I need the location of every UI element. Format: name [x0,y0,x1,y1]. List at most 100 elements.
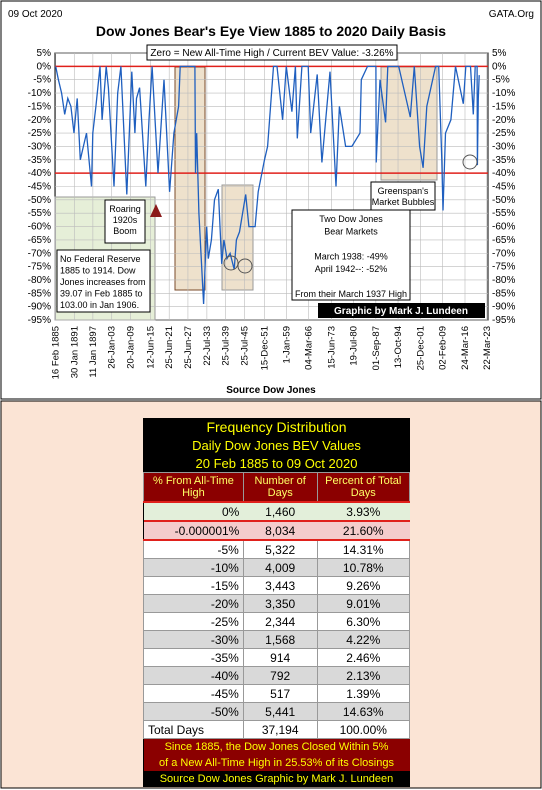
subtitle-box [146,44,398,61]
y-tick-label: 5% [37,48,52,59]
cell: 517 [242,684,318,703]
x-tick-label: 16 Feb 1885 [51,326,62,379]
cell: -35% [143,648,244,667]
annotation-box [291,209,411,301]
data-row: 0% 1,460 3.93% [143,501,410,522]
annotation-text: Boom [113,226,137,236]
title-row: Frequency Distribution [143,418,410,436]
marker-circle [237,258,253,274]
data-row: -15% 3,443 9.26% [143,576,411,595]
cell: Percent of Total Days [316,472,411,503]
annotation-text: 39.07 in Feb 1885 to [60,289,143,299]
title-row: 20 Feb 1885 to 09 Oct 2020 [143,454,410,473]
y-tick-label: -25% [28,128,51,139]
annotation-text: April 1942--: -52% [315,264,388,274]
y-tick-label-right: -80% [492,275,515,286]
cell: 4.22% [316,630,411,649]
x-tick-label: 02-Feb-09 [438,326,449,370]
cell: 792 [242,666,318,685]
annotation-box [56,249,151,313]
cell: 3,443 [242,576,318,595]
y-tick-label-right: -70% [492,248,515,259]
y-tick-label: -45% [28,182,51,193]
y-tick-label: -15% [28,101,51,112]
x-tick-label: 15-Jun-73 [326,326,337,369]
x-tick-label: 12-Jun-15 [145,326,156,369]
y-tick-label-right: -15% [492,101,515,112]
x-tick-label: 1-Jan-59 [281,326,292,364]
annotation-text: Greenspan's [378,186,429,196]
cell: 9.26% [316,576,411,595]
cell: -20% [143,594,244,613]
subtitle: Zero = New All-Time High / Current BEV V… [150,48,393,59]
cell: -10% [143,558,244,577]
marker-circle [462,154,478,170]
x-tick-label: 01-Sep-87 [371,326,382,370]
y-tick-label-right: -85% [492,288,515,299]
data-row: -20% 3,350 9.01% [143,594,411,613]
cell: 14.63% [316,702,411,721]
cell: 5,322 [242,539,318,559]
annotation-text: Bear Markets [324,227,378,237]
y-tick-label-right: -40% [492,168,515,179]
annotation-text: Two Dow Jones [319,214,383,224]
cell: 3,350 [242,594,318,613]
x-tick-label: 25-Jul-39 [221,326,232,366]
annotation-box [370,181,436,211]
annotation-text: No Federal Reserve [60,254,141,264]
cell: 37,194 [242,720,318,739]
cell: Frequency Distribution [143,418,410,436]
cell: -45% [143,684,244,703]
cell: Since 1885, the Dow Jones Closed Within … [143,738,410,755]
data-row: -10% 4,009 10.78% [143,558,411,577]
x-tick-label: 25-Jun-21 [164,326,175,369]
total-row: Total Days 37,194 100.00% [143,720,411,739]
x-tick-label: 25-Jun-27 [183,326,194,369]
line [55,65,480,305]
y-tick-label-right: 0% [492,61,507,72]
y-tick-label-right: -95% [492,315,515,326]
table: Frequency Distribution Daily Dow Jones BE… [143,418,411,787]
cell: 10.78% [316,558,411,577]
x-tick-label: 19-Jul-80 [349,326,360,366]
cell: 3.93% [317,501,410,522]
note-row: Since 1885, the Dow Jones Closed Within … [143,738,410,755]
data-row: -35% 914 2.46% [143,648,411,667]
cell: 21.60% [317,520,410,541]
annotation-text: Roaring [109,204,141,214]
data-row: -0.000001% 8,034 21.60% [143,520,410,541]
x-tick-label: 24-Mar-16 [460,326,471,370]
note-row: Source Dow Jones Graphic by Mark J. Lund… [143,771,410,787]
annotation-text: From their March 1937 High [295,289,407,299]
cell: -15% [143,576,244,595]
data-row: -45% 517 1.39% [143,684,411,703]
cell: 1.39% [316,684,411,703]
x-tick-label: 25-Dec-01 [416,326,427,370]
cell: 9.01% [316,594,411,613]
x-tick-label: 30 Jan 1891 [69,326,80,378]
cell: -40% [143,666,244,685]
x-tick-label: 22-Mar-23 [482,326,493,370]
y-tick-label: -75% [28,262,51,273]
y-tick-label-right: -30% [492,141,515,152]
cell: Total Days [143,720,244,739]
y-tick-label: -35% [28,155,51,166]
y-tick-label-right: -55% [492,208,515,219]
y-tick-label-right: 5% [492,48,507,59]
y-tick-label: -50% [28,195,51,206]
cell: 914 [242,648,318,667]
cell: 0% [143,501,244,522]
y-tick-label: -95% [28,315,51,326]
source: GATA.Org [489,9,534,20]
marker-circle [223,255,239,271]
chart-title: Dow Jones Bear's Eye View 1885 to 2020 D… [96,23,446,39]
cell: % From All-Time High [143,472,244,503]
cell: Number of Days [242,472,318,503]
x-tick-label: 20-Jan-09 [125,326,136,369]
cell: Daily Dow Jones BEV Values [143,436,410,454]
y-tick-label-right: -35% [492,155,515,166]
y-tick-label: -55% [28,208,51,219]
y-tick-label: -85% [28,288,51,299]
title-row: Daily Dow Jones BEV Values [143,436,410,454]
